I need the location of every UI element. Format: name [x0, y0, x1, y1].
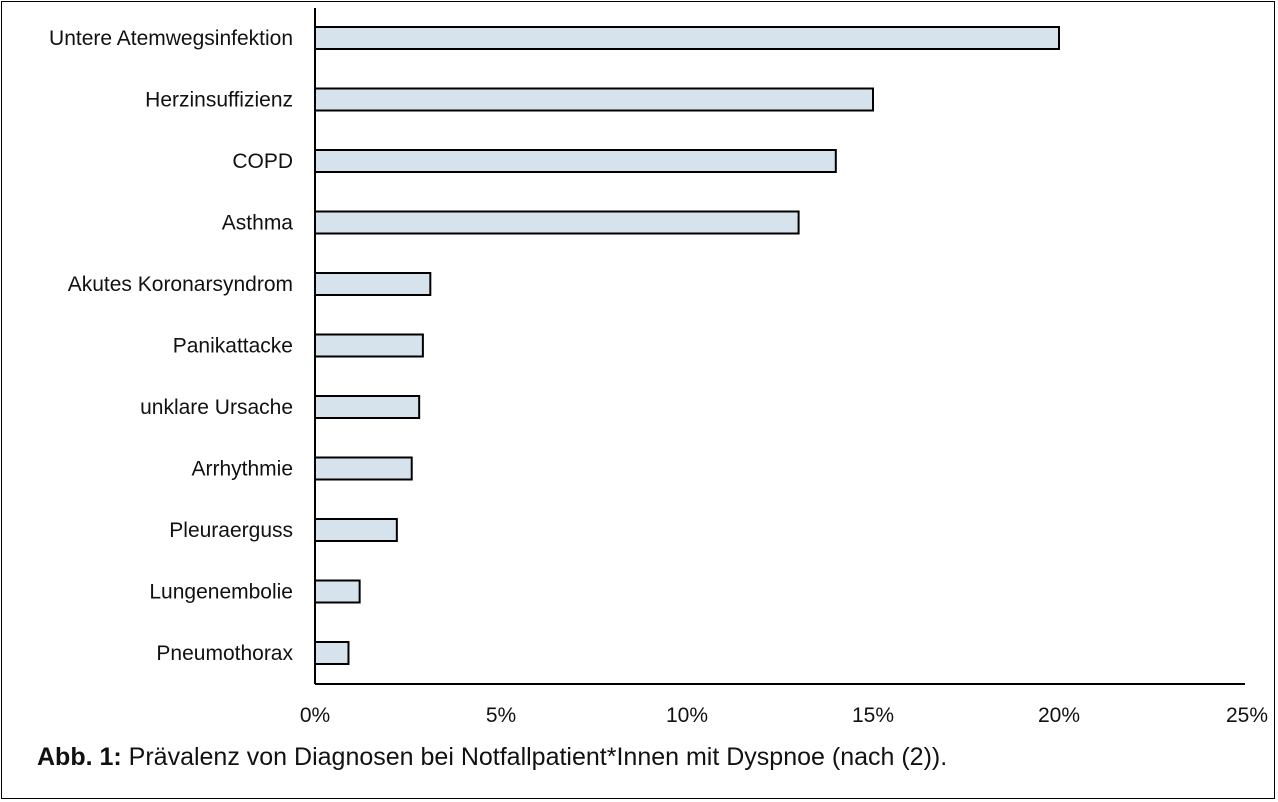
category-label: Untere Atemwegsinfektion — [49, 27, 293, 50]
bar-panikattacke — [314, 333, 424, 358]
category-label: unklare Ursache — [140, 396, 293, 419]
bar-herzinsuffizienz — [314, 87, 874, 112]
bar-akutes-koronarsyndrom — [314, 272, 432, 296]
x-tick-label: 10% — [666, 704, 708, 727]
caption-text: Prävalenz von Diagnosen bei Notfallpatie… — [121, 743, 948, 771]
category-label: Pleuraerguss — [169, 519, 293, 542]
bar-unklare-ursache — [314, 395, 421, 419]
category-label: Herzinsuffizienz — [145, 89, 293, 112]
x-tick-label: 25% — [1226, 704, 1268, 727]
category-label: Lungenembolie — [149, 581, 293, 604]
x-tick-label: 20% — [1038, 704, 1080, 727]
category-label: COPD — [232, 150, 293, 173]
bar-pleuraerguss — [314, 518, 398, 542]
bars-layer — [314, 26, 1060, 665]
bar-lungenembolie — [314, 579, 361, 604]
category-label: Panikattacke — [173, 335, 293, 358]
category-label: Pneumothorax — [156, 642, 293, 665]
category-labels: Untere Atemwegsinfektion Herzinsuffizienz… — [49, 27, 293, 665]
bar-copd — [314, 149, 837, 173]
x-tick-label: 5% — [486, 704, 516, 727]
figure-caption: Abb. 1: Prävalenz von Diagnosen bei Notf… — [37, 743, 947, 772]
bar-arrhythmie — [314, 456, 413, 481]
bar-asthma — [314, 210, 800, 235]
category-label: Akutes Koronarsyndrom — [68, 273, 293, 296]
category-label: Asthma — [222, 212, 294, 235]
category-label: Arrhythmie — [191, 458, 293, 481]
caption-label: Abb. 1: — [37, 743, 122, 771]
bar-pneumothorax — [314, 641, 350, 665]
x-tick-label: 15% — [852, 704, 894, 727]
bar-chart: Untere Atemwegsinfektion Herzinsuffizienz… — [49, 8, 1268, 727]
x-tick-label: 0% — [300, 704, 330, 727]
bar-untere-atemwegsinfektion — [314, 26, 1060, 50]
x-tick-labels: 0% 5% 10% 15% 20% 25% — [300, 704, 1268, 727]
